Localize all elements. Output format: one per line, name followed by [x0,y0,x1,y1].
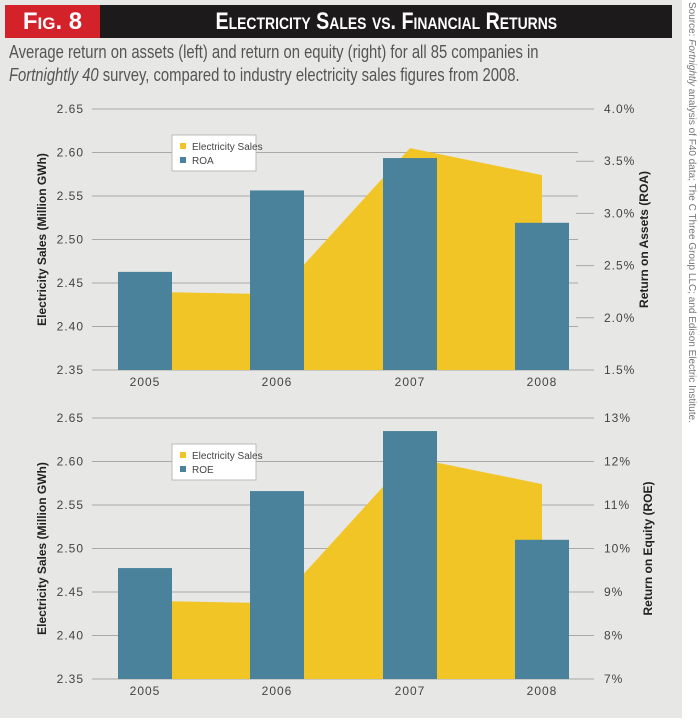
x-tick-label: 2008 [527,684,558,698]
y2-tick-label: 2.5% [604,259,635,273]
figure-label: Fig. 8 [5,5,100,38]
x-tick-label: 2006 [262,375,293,389]
y2-tick-label: 3.5% [604,154,635,168]
legend-swatch-bars [180,157,186,163]
legend-box [171,134,257,172]
subtitle-italic: Fortnightly 40 [9,64,99,85]
legend-box [171,443,257,481]
y-tick-label: 2.65 [57,102,84,116]
sales-area [145,457,542,679]
y-tick-label: 2.55 [57,189,84,203]
y2-tick-label: 2.0% [604,311,635,325]
legend-label-sales: Electricity Sales [192,451,263,462]
y2-tick-label: 9% [604,585,623,599]
legend-label-bars: ROE [192,465,214,476]
bar-2005 [118,271,172,370]
y2-axis-title: Return on Assets (ROA) [637,171,651,308]
bar-2007 [383,158,437,370]
bar-2008 [515,539,569,679]
x-tick-label: 2006 [262,684,293,698]
bar-2008 [515,222,569,370]
bar-2007 [383,431,437,679]
legend-swatch-sales [180,143,186,149]
y-tick-label: 2.40 [57,629,84,643]
y2-axis-title: Return on Equity (ROE) [641,482,655,616]
figure-title-wrap: Electricity Sales vs. Financial Returns [100,5,672,38]
y-tick-label: 2.65 [57,411,84,425]
subtitle-line-1: Average return on assets (left) and retu… [9,40,541,63]
sales-area [145,148,542,370]
y2-tick-label: 12% [604,455,631,469]
subtitle-part2: survey, compared to industry electricity… [98,64,520,85]
subtitle: Average return on assets (left) and retu… [9,40,674,86]
y-axis-title: Electricity Sales (Million GWh) [35,462,49,635]
figure-title: Electricity Sales vs. Financial Returns [215,8,557,35]
y-tick-label: 2.55 [57,498,84,512]
y-tick-label: 2.35 [57,363,84,377]
header-bar [5,5,672,38]
chart-roa: 2.35 2.40 2.45 2.50 2.55 2.60 2.65 1.5% 2.0% 2.5%… [35,102,651,389]
x-tick-label: 2005 [130,375,161,389]
y2-tick-label: 11% [604,498,630,512]
x-tick-label: 2007 [395,375,426,389]
y-tick-label: 2.60 [57,455,84,469]
y-axis-title: Electricity Sales (Million GWh) [35,153,49,326]
y2-tick-label: 7% [604,672,623,686]
bar-2006 [250,190,304,370]
y-tick-label: 2.45 [57,585,84,599]
chart-roe: 2.35 2.40 2.45 2.50 2.55 2.60 2.65 7% 8% 9% 10% 11%… [35,411,655,698]
y2-tick-label: 4.0% [604,102,635,116]
y2-tick-label: 10% [604,542,631,556]
y2-tick-label: 1.5% [604,363,635,377]
y-tick-label: 2.35 [57,672,84,686]
subtitle-part1: Average return on assets (left) and retu… [9,41,539,62]
y-tick-label: 2.45 [57,276,84,290]
y2-tick-label: 8% [604,629,623,643]
y-tick-label: 2.50 [57,233,84,247]
subtitle-line-2: Fortnightly 40 survey, compared to indus… [9,63,541,86]
bar-2005 [118,568,172,679]
y2-tick-label: 13% [604,411,631,425]
legend-label-bars: ROA [192,156,214,167]
y2-tick-label: 3.0% [604,206,635,220]
y-tick-label: 2.40 [57,320,84,334]
legend-label-sales: Electricity Sales [192,142,263,153]
legend-swatch-bars [180,466,186,472]
x-tick-label: 2007 [395,684,426,698]
bar-2006 [250,491,304,679]
x-tick-label: 2008 [527,375,558,389]
legend-swatch-sales [180,452,186,458]
x-tick-label: 2005 [130,684,161,698]
y-tick-label: 2.60 [57,146,84,160]
y-tick-label: 2.50 [57,542,84,556]
